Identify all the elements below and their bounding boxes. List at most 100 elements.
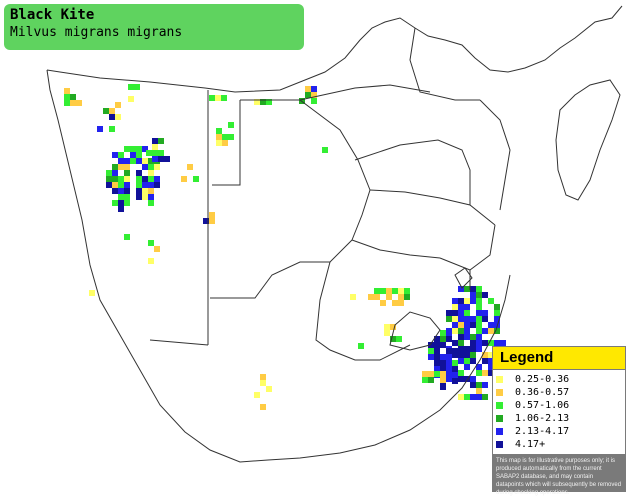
occurrence-cell [494, 328, 500, 334]
occurrence-cell [390, 336, 396, 342]
occurrence-cell [464, 322, 470, 328]
occurrence-cell [464, 304, 470, 310]
occurrence-cell [446, 336, 452, 342]
occurrence-cell [70, 94, 76, 100]
occurrence-cell [470, 292, 476, 298]
occurrence-cell [112, 152, 118, 158]
occurrence-cell [494, 310, 500, 316]
occurrence-cell [148, 170, 154, 176]
occurrence-cell [112, 182, 118, 188]
occurrence-cell [154, 246, 160, 252]
border-line [46, 5, 623, 93]
occurrence-cell [260, 404, 266, 410]
occurrence-cell [482, 328, 488, 334]
occurrence-cell [148, 164, 154, 170]
occurrence-cell [470, 298, 476, 304]
occurrence-cell [464, 394, 470, 400]
occurrence-cell [106, 182, 112, 188]
occurrence-cell [368, 294, 374, 300]
occurrence-cell [452, 352, 458, 358]
occurrence-cell [446, 366, 452, 372]
border-line [389, 311, 441, 351]
legend-item-label: 0.57-1.06 [515, 400, 570, 411]
occurrence-cell [458, 316, 464, 322]
occurrence-cell [476, 388, 482, 394]
occurrence-cell [476, 334, 482, 340]
occurrence-cell [152, 144, 158, 150]
legend-item: 1.06-2.13 [493, 412, 625, 425]
occurrence-cell [152, 156, 158, 162]
legend-item-label: 0.25-0.36 [515, 374, 570, 385]
occurrence-cell [260, 99, 266, 105]
occurrence-cell [130, 158, 136, 164]
occurrence-cell [136, 176, 142, 182]
occurrence-cell [440, 384, 446, 390]
occurrence-cell [136, 170, 142, 176]
occurrence-cell [452, 340, 458, 346]
occurrence-cell [464, 316, 470, 322]
occurrence-cell [384, 324, 390, 330]
legend-disclaimer: This map is for illustrative purposes on… [496, 458, 622, 496]
occurrence-cell [112, 170, 118, 176]
occurrence-cell [124, 176, 130, 182]
occurrence-cell [386, 288, 392, 294]
occurrence-cell [458, 328, 464, 334]
legend-item: 0.57-1.06 [493, 399, 625, 412]
occurrence-cell [350, 294, 356, 300]
country-borders [46, 5, 623, 463]
occurrence-cell [482, 316, 488, 322]
occurrence-cell [464, 376, 470, 382]
occurrence-cell [386, 294, 392, 300]
occurrence-cell [221, 95, 227, 101]
occurrence-cell [158, 156, 164, 162]
occurrence-cell [446, 310, 452, 316]
occurrence-cell [470, 352, 476, 358]
occurrence-cell [458, 304, 464, 310]
occurrence-cell [476, 292, 482, 298]
occurrence-cell [452, 328, 458, 334]
occurrence-cell [209, 95, 215, 101]
occurrence-cell [112, 200, 118, 206]
occurrence-cell [458, 322, 464, 328]
legend-item-label: 0.36-0.57 [515, 387, 570, 398]
legend-item: 0.25-0.36 [493, 373, 625, 386]
occurrence-cell [458, 370, 464, 376]
legend-swatch [496, 402, 503, 409]
species-common-name: Black Kite [10, 7, 95, 23]
occurrence-cell [446, 354, 452, 360]
occurrence-cell [464, 364, 470, 370]
occurrence-cell [118, 164, 124, 170]
occurrence-cell [146, 150, 152, 156]
occurrence-cell [109, 108, 115, 114]
occurrence-cell [458, 352, 464, 358]
occurrence-cell [428, 377, 434, 383]
occurrence-cell [254, 392, 260, 398]
occurrence-cell [152, 138, 158, 144]
occurrence-cell [266, 386, 272, 392]
occurrence-cell [446, 348, 452, 354]
occurrence-cell [187, 164, 193, 170]
occurrence-cell [136, 188, 142, 194]
occurrence-cell [452, 310, 458, 316]
occurrence-cell [76, 100, 82, 106]
occurrence-cell [158, 138, 164, 144]
occurrence-cell [440, 354, 446, 360]
occurrence-cell [470, 358, 476, 364]
occurrence-cell [322, 147, 328, 153]
occurrence-cell [118, 158, 124, 164]
occurrence-cell [106, 176, 112, 182]
occurrence-cell [392, 288, 398, 294]
occurrence-cell [404, 288, 410, 294]
occurrence-cell [470, 316, 476, 322]
occurrence-cell [488, 364, 494, 370]
occurrence-cell [428, 342, 434, 348]
occurrence-cell [404, 294, 410, 300]
legend-swatch [496, 428, 503, 435]
border-line [212, 100, 241, 186]
occurrence-cell [142, 188, 148, 194]
occurrence-cell [130, 146, 136, 152]
occurrence-cell [452, 378, 458, 384]
occurrence-cell [488, 370, 494, 376]
